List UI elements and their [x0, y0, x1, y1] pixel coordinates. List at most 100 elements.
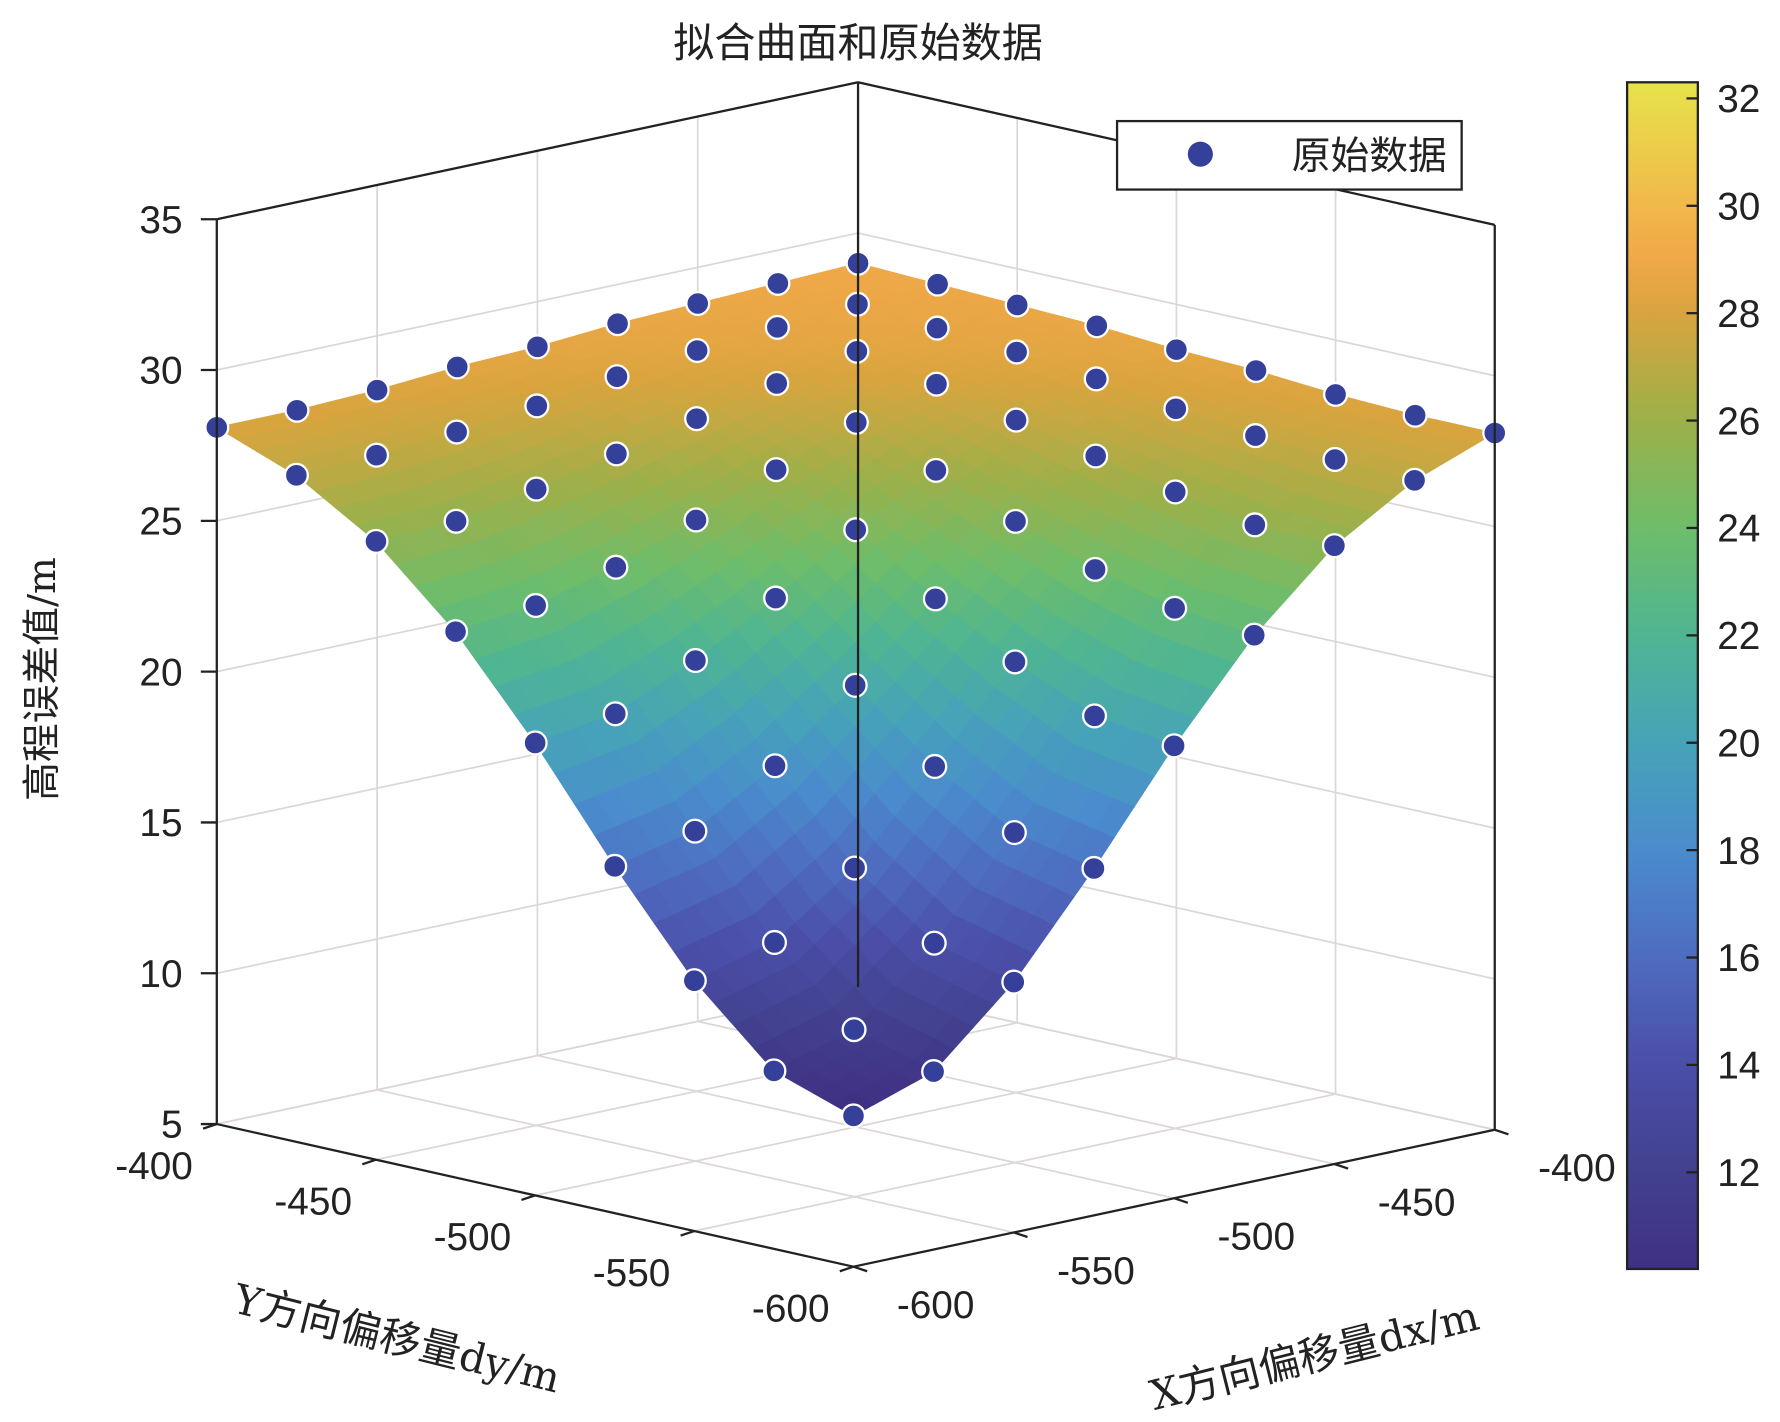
- data-point: [603, 554, 629, 580]
- x-tick: [853, 1265, 868, 1273]
- colorbar-tick-label: 18: [1717, 830, 1760, 873]
- data-point: [1163, 396, 1189, 422]
- colorbar: 12 14 16 18 20 22 24 26 28 30 32: [1625, 78, 1760, 1271]
- data-point: [1004, 292, 1030, 318]
- data-point: [924, 315, 950, 341]
- data-point: [922, 586, 948, 612]
- box-edge: [216, 81, 859, 221]
- x-tick: [1494, 1128, 1509, 1136]
- data-point: [764, 314, 790, 340]
- data-point: [1001, 969, 1027, 995]
- x-tick: [1013, 1231, 1028, 1239]
- tick-labels: -600 -550 -500 -450 -400 -400 -450 -500 -550 -600…: [115, 199, 1615, 1331]
- data-point: [921, 1059, 947, 1085]
- y-tick-label: -400: [115, 1145, 193, 1188]
- wall-grid-line: [857, 232, 1495, 377]
- data-point: [1163, 337, 1189, 363]
- y-tick: [361, 1158, 377, 1166]
- data-point: [1002, 508, 1029, 534]
- legend[interactable]: 原始数据: [1115, 119, 1463, 191]
- data-point: [1242, 423, 1268, 449]
- data-point: [1084, 313, 1110, 339]
- data-point: [1003, 407, 1029, 433]
- data-point: [523, 592, 549, 619]
- z-tick-label: 25: [139, 501, 182, 544]
- data-point: [1083, 443, 1109, 469]
- data-point: [685, 290, 711, 317]
- data-point: [1402, 402, 1428, 428]
- colorbar-tick-label: 20: [1717, 722, 1760, 765]
- data-point: [443, 619, 469, 645]
- data-point: [764, 370, 790, 396]
- data-point: [923, 457, 949, 483]
- data-point: [921, 930, 947, 956]
- colorbar-tick-label: 16: [1717, 937, 1760, 980]
- x-tick-label: -450: [1378, 1181, 1456, 1224]
- legend-marker: [1187, 141, 1213, 167]
- y-axis-label: Y方向偏移量dy/m: [228, 1275, 565, 1403]
- data-point: [444, 354, 470, 380]
- data-point: [842, 855, 868, 881]
- z-tick-label: 20: [139, 651, 182, 694]
- data-point: [1162, 595, 1188, 621]
- data-point: [1161, 733, 1187, 759]
- data-point: [284, 397, 310, 423]
- colorbar-tick-label: 28: [1717, 293, 1760, 336]
- y-tick-label: -450: [274, 1180, 352, 1223]
- z-tick-label: 10: [139, 953, 182, 996]
- data-point: [443, 508, 469, 534]
- data-point: [524, 334, 550, 360]
- data-point: [1081, 855, 1107, 882]
- data-point: [842, 672, 868, 698]
- colorbar-tick-label: 24: [1717, 508, 1760, 551]
- data-point: [1242, 512, 1268, 538]
- fitted-surface: [215, 262, 1496, 1117]
- data-point: [923, 371, 950, 397]
- data-point: [761, 1058, 787, 1084]
- data-point: [843, 409, 869, 435]
- data-point: [1321, 533, 1347, 559]
- data-point: [1402, 467, 1428, 493]
- data-point: [1241, 622, 1267, 648]
- data-point: [603, 441, 629, 467]
- z-tick-label: 5: [161, 1104, 183, 1147]
- chart-title: 拟合曲面和原始数据: [673, 19, 1043, 67]
- data-point: [683, 507, 709, 533]
- data-point: [283, 462, 309, 488]
- x-tick: [1334, 1162, 1349, 1170]
- data-point: [765, 270, 791, 296]
- y-tick-label: -500: [434, 1216, 512, 1259]
- data-point: [922, 753, 948, 780]
- data-point: [840, 1103, 867, 1129]
- data-point: [763, 457, 789, 483]
- data-point: [1081, 703, 1108, 729]
- data-point: [364, 377, 390, 403]
- x-axis-label: X方向偏移量dx/m: [1145, 1292, 1483, 1420]
- data-point: [444, 419, 470, 445]
- z-tick-label: 15: [139, 802, 182, 845]
- data-point: [1322, 446, 1348, 473]
- data-point: [841, 1017, 867, 1043]
- data-point: [762, 753, 788, 779]
- colorbar-tick-label: 14: [1717, 1045, 1760, 1088]
- data-point: [1162, 479, 1188, 505]
- data-point: [602, 701, 628, 727]
- y-axis-line: [216, 1122, 854, 1268]
- y-tick: [521, 1194, 536, 1202]
- legend-box: [1115, 119, 1463, 191]
- wall-grid-line: [216, 232, 859, 371]
- colorbar-fill: [1625, 81, 1699, 1271]
- data-point: [363, 528, 389, 554]
- data-point: [1001, 820, 1027, 846]
- data-point: [763, 585, 789, 611]
- data-point: [1243, 357, 1269, 384]
- z-axis-label: 高程误差值/m: [20, 557, 65, 801]
- x-tick-label: -400: [1538, 1147, 1616, 1190]
- data-point: [522, 730, 548, 756]
- data-point: [684, 406, 710, 432]
- data-point: [1004, 339, 1030, 365]
- data-point: [363, 442, 390, 468]
- data-point: [602, 853, 628, 879]
- data-point: [682, 647, 709, 674]
- colorbar-tick-label: 22: [1717, 615, 1760, 658]
